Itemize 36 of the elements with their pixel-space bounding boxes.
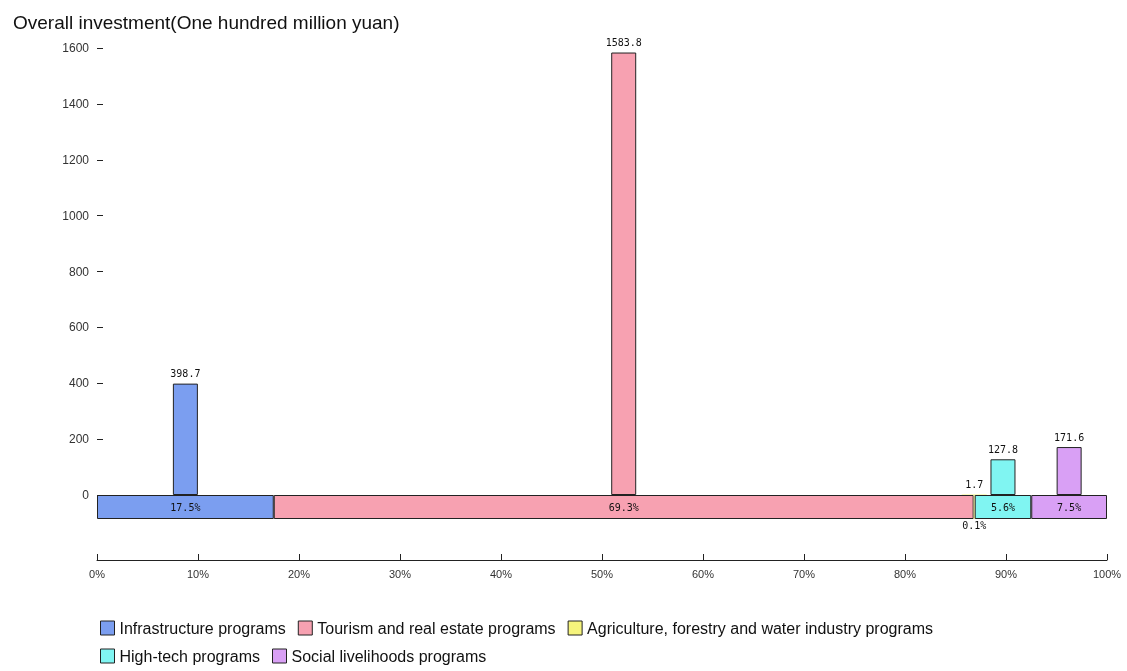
x-tick-label: 100%: [1092, 567, 1122, 580]
legend-label: Agriculture, forestry and water industry programs: [587, 619, 934, 637]
y-tick-label: 1000: [62, 208, 90, 223]
data-label: 171.6: [1054, 431, 1085, 443]
data-label: 5.6%: [990, 501, 1016, 513]
legend-label: Tourism and real estate programs: [317, 619, 556, 637]
x-tick-label: 50%: [590, 567, 614, 580]
data-label: 1.7: [965, 479, 984, 491]
x-tick-label: 60%: [691, 567, 715, 580]
y-tick-label: 600: [68, 320, 90, 335]
y-tick-label: 800: [68, 264, 90, 279]
x-tick-label: 80%: [893, 567, 917, 580]
data-label: 0.1%: [962, 519, 987, 531]
y-tick-label: 400: [68, 376, 90, 391]
x-tick-label: 0%: [89, 567, 106, 580]
legend-label: High-tech programs: [119, 647, 260, 665]
legend-label: Social livelihoods programs: [291, 647, 487, 665]
x-tick-label: 40%: [489, 567, 513, 580]
data-label: 127.8: [987, 443, 1019, 455]
y-tick-label: 1400: [62, 96, 90, 111]
chart-title: Overall investment(One hundred million yuan): [13, 12, 400, 33]
data-label: 69.3%: [608, 501, 639, 513]
legend-label: Infrastructure programs: [119, 619, 286, 637]
y-tick-label: 0: [82, 488, 90, 502]
x-tick-label: 30%: [388, 567, 412, 580]
data-label: 398.7: [170, 368, 201, 380]
x-tick-label: 90%: [994, 567, 1018, 580]
y-tick-label: 1600: [62, 41, 90, 55]
x-tick-label: 10%: [186, 567, 210, 580]
data-label: 17.5%: [170, 501, 201, 513]
x-tick-label: 70%: [792, 567, 816, 580]
y-tick-label: 1200: [62, 152, 90, 167]
data-label: 7.5%: [1057, 501, 1082, 513]
data-label: 1583.8: [605, 37, 642, 49]
y-tick-label: 200: [68, 432, 90, 447]
x-tick-label: 20%: [287, 567, 311, 580]
